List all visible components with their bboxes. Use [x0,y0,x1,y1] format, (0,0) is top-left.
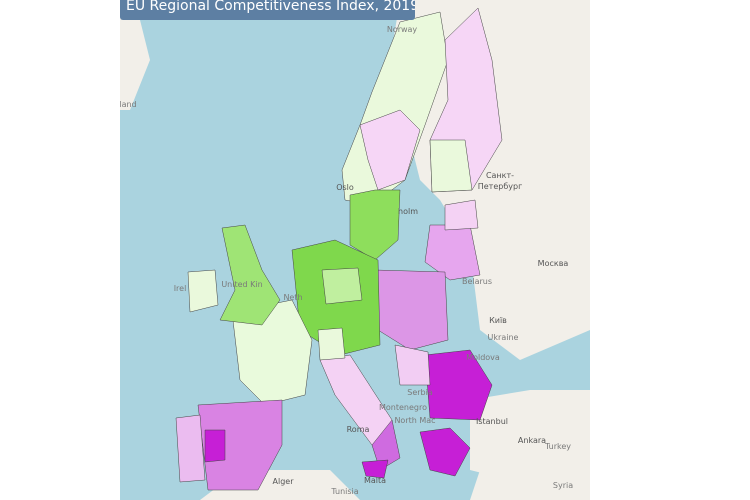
place-label: Belarus [462,277,492,286]
region [429,139,473,193]
region [231,299,313,406]
place-label: Norway [387,25,418,34]
land-turkey [470,390,590,480]
place-label: holm [398,207,418,216]
place-label: Turkey [544,442,571,451]
place-label: Санкт- [486,171,514,180]
place-label: North Mac [394,416,435,425]
region [317,327,346,361]
place-label: Serbia [407,388,433,397]
place-label: Malta [364,476,386,485]
region [219,224,281,326]
place-label: Montenegro [379,403,427,412]
region [349,189,401,261]
place-label: Irel [174,284,187,293]
place-label: Tunisia [330,487,358,496]
place-label: Петербург [478,182,523,191]
place-label: Ankara [518,436,546,445]
regions [175,7,503,491]
region [394,344,431,386]
place-label: United Kin [221,280,262,289]
region [321,267,363,305]
place-label: Ukraine [488,333,519,342]
region [204,429,226,463]
place-label: Syria [553,481,573,490]
region [424,349,493,421]
region [419,427,471,477]
region [444,199,479,231]
region [187,269,219,313]
region [359,109,421,191]
place-label: land [119,100,136,109]
place-label: Oslo [336,183,354,192]
place-label: Istanbul [476,417,508,426]
land-iceland [120,0,150,110]
place-label: Neth [283,293,302,302]
place-label: Київ [489,316,507,325]
place-label: Roma [347,425,370,434]
place-labels: Norway Oslo holm Санкт- Петербург Москва… [119,25,573,496]
map-layer: Norway Oslo holm Санкт- Петербург Москва… [119,0,590,500]
place-label: Alger [273,477,295,486]
region [361,459,389,479]
region [175,414,206,483]
place-label: Москва [538,259,569,268]
region [197,399,283,491]
map-title: EU Regional Competitiveness Index, 2019 [120,0,415,20]
land-east [380,0,590,500]
place-label: Moldova [466,353,500,362]
